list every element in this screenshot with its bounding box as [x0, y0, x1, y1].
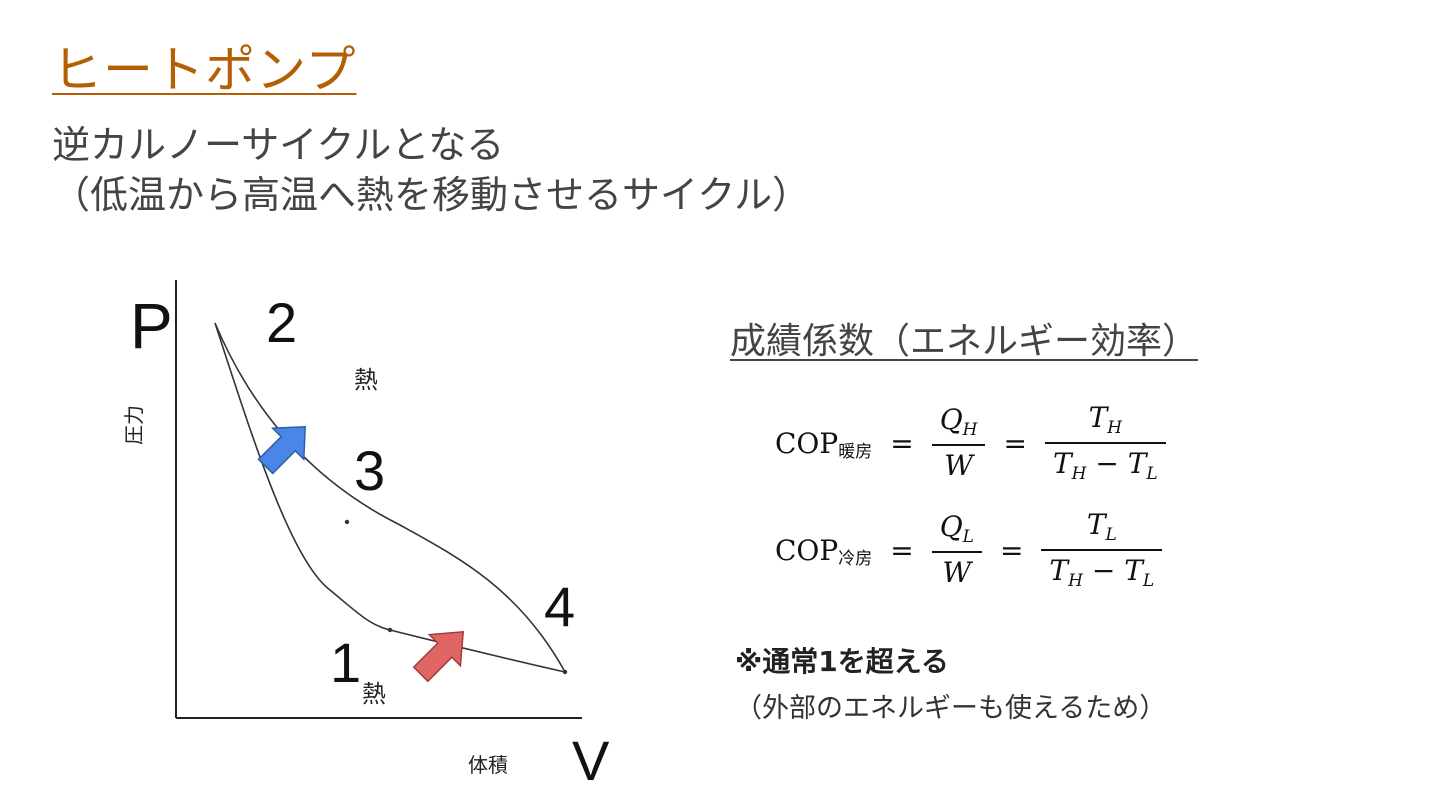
frac-num-main: Q	[939, 403, 963, 436]
state-label-4: 4	[544, 575, 575, 638]
heat-label-bottom: 熱	[362, 680, 386, 708]
subtitle-line-2: （低温から高温へ熱を移動させるサイクル）	[52, 173, 811, 217]
heat-in-arrow-shape	[412, 630, 465, 683]
axis-x-label: 体積	[468, 753, 508, 777]
frac-num-main: T	[1088, 401, 1108, 434]
state-point-3	[344, 519, 350, 525]
pv-diagram-svg: P 圧力 2 3 4 1 熱 熱 体積 V	[122, 280, 610, 792]
frac-num-sub: H	[1107, 418, 1123, 438]
formula-cooling-lhs: COP	[775, 533, 839, 567]
den-a-sub: H	[1071, 464, 1087, 484]
den-a-sub: H	[1068, 571, 1083, 591]
den-op: −	[1086, 447, 1128, 480]
slide-subtitle: 逆カルノーサイクルとなる （低温から高温へ熱を移動させるサイクル）	[52, 120, 810, 220]
slide-title: ヒートポンプ	[52, 41, 357, 99]
formula-heating-frac1: QH W	[931, 400, 986, 486]
den-b-sub: L	[1146, 464, 1158, 484]
formula-heating-frac2: TH TH − TL	[1044, 398, 1166, 488]
formula-cooling-frac2: TL TH − TL	[1041, 505, 1163, 595]
state-point-4	[562, 669, 568, 675]
fraction-bar	[1041, 549, 1163, 551]
fraction-bar	[931, 551, 982, 553]
formula-cooling-eq2: =	[999, 533, 1024, 567]
frac-numerator: TH	[1081, 398, 1131, 442]
fraction-bar	[931, 444, 986, 446]
subtitle-line-1: 逆カルノーサイクルとなる	[52, 123, 505, 167]
note: （外部のエネルギーも使えるため）	[735, 693, 1167, 724]
formula-heating-lhs-sub: 暖房	[838, 441, 873, 462]
frac-denominator: TH − TL	[1045, 444, 1166, 488]
curve-upper	[214, 322, 566, 673]
state-label-1: 1	[330, 631, 361, 694]
heat-label-top: 熱	[354, 366, 378, 394]
cop-heading: 成績係数（エネルギー効率）	[730, 321, 1199, 362]
axis-x-symbol: V	[572, 729, 610, 792]
formula-cooling: COP 冷房 = QL W = TL TH − TL	[775, 500, 1163, 600]
frac-denominator: TH − TL	[1041, 551, 1162, 595]
state-label-2: 2	[266, 291, 297, 354]
heat-out-arrow	[257, 426, 306, 475]
den-a: T	[1052, 447, 1072, 480]
frac-num-sub: L	[1105, 525, 1117, 545]
frac-denominator: W	[942, 556, 972, 589]
frac-denominator: W	[944, 449, 973, 482]
heat-out-arrow-shape	[257, 426, 306, 475]
formula-heating-eq1: =	[890, 426, 914, 460]
axis-y-symbol: P	[130, 290, 173, 362]
formula-heating-eq2: =	[1003, 426, 1027, 460]
frac-numerator: QL	[932, 507, 982, 551]
frac-numerator: TL	[1079, 505, 1125, 549]
frac-num-main: T	[1086, 508, 1106, 541]
den-a: T	[1049, 554, 1069, 587]
den-b: T	[1124, 554, 1143, 587]
frac-numerator: QH	[932, 400, 986, 444]
formula-heating-lhs: COP	[775, 426, 839, 460]
den-b-sub: L	[1142, 571, 1155, 591]
heat-in-arrow	[412, 630, 465, 683]
fraction-bar	[1044, 442, 1166, 444]
state-label-3: 3	[354, 439, 385, 502]
den-b: T	[1127, 447, 1147, 480]
curve-lower	[214, 322, 566, 673]
frac-num-sub: H	[962, 420, 978, 440]
axis-y-label: 圧力	[122, 405, 146, 445]
state-point-1	[387, 627, 393, 633]
den-op: −	[1082, 554, 1125, 587]
formula-heating: COP 暖房 = QH W = TH TH − TL	[775, 393, 1166, 493]
note-bold: ※通常1を超える	[735, 645, 949, 678]
formula-cooling-frac1: QL W	[931, 507, 982, 593]
formula-cooling-lhs-sub: 冷房	[838, 548, 873, 569]
frac-num-sub: L	[962, 527, 974, 547]
pv-diagram: P 圧力 2 3 4 1 熱 熱 体積 V	[100, 280, 660, 800]
frac-num-main: Q	[939, 510, 963, 543]
formula-cooling-eq1: =	[890, 533, 914, 567]
